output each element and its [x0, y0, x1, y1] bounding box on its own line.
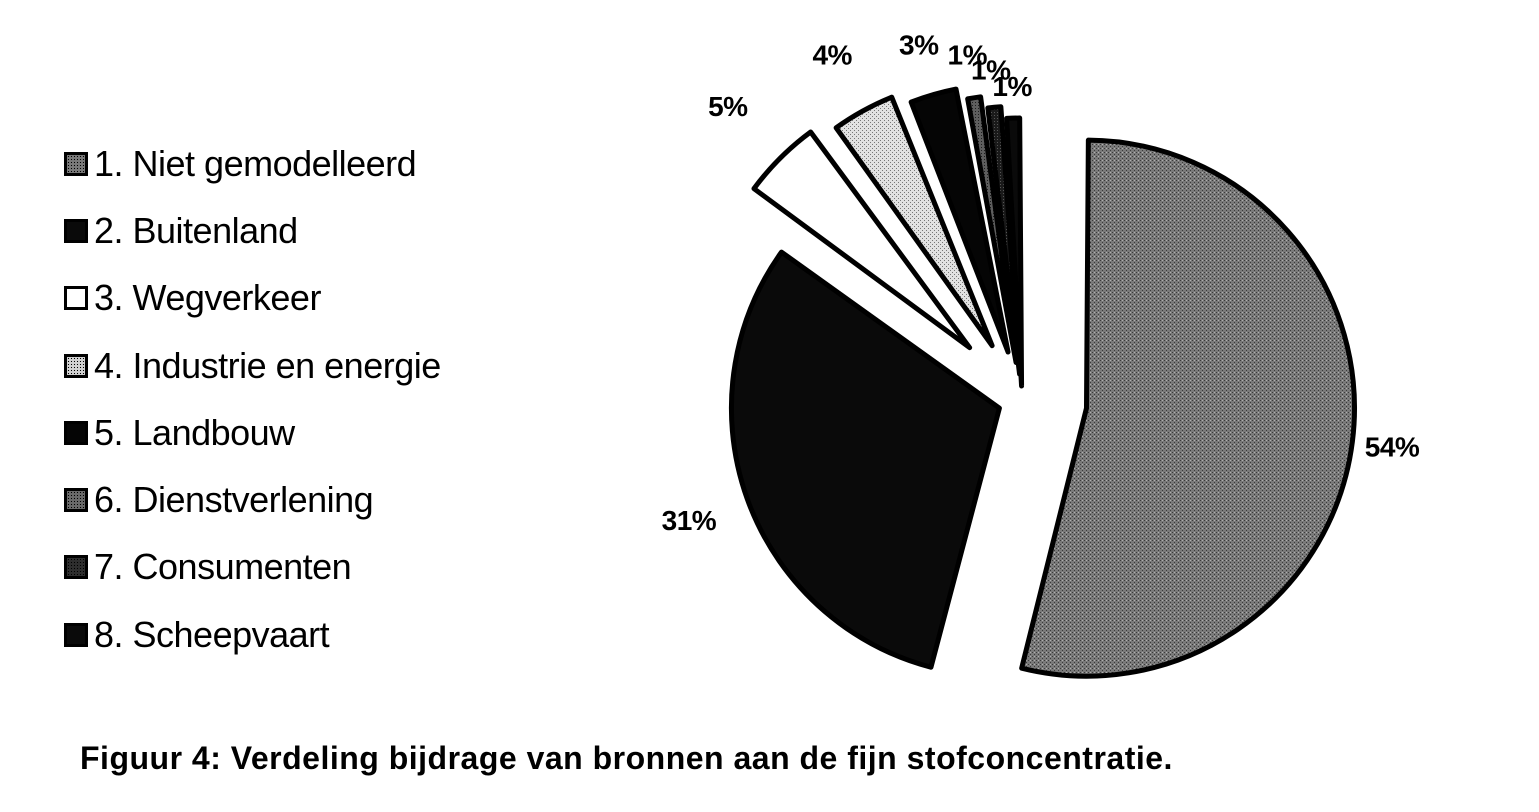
legend-label: 8. Scheepvaart	[94, 613, 330, 655]
legend-swatch	[64, 488, 88, 513]
pie-slice-2	[728, 249, 1002, 670]
legend: 1. Niet gemodelleerd 2. Buitenland 3. Wegv…	[64, 130, 441, 668]
slice-label-5: 3%	[899, 30, 939, 61]
slice-label-8: 1%	[992, 71, 1032, 102]
pie-slice-8	[1004, 115, 1025, 389]
legend-label: 7. Consumenten	[94, 546, 352, 588]
slice-label-1: 54%	[1365, 432, 1420, 463]
pie-slice-5	[908, 86, 1011, 355]
legend-item: 7. Consumenten	[64, 534, 441, 601]
legend-swatch	[64, 420, 88, 445]
legend-item: 5. Landbouw	[64, 399, 441, 466]
figure-caption: Figuur 4: Verdeling bijdrage van bronnen…	[80, 740, 1173, 776]
legend-item: 4. Industrie en energie	[64, 332, 441, 399]
legend-item: 8. Scheepvaart	[64, 601, 441, 668]
slice-label-2: 31%	[662, 505, 717, 536]
pie-slice-4	[833, 94, 995, 349]
pie-slice-3	[751, 129, 973, 351]
legend-swatch	[64, 555, 88, 580]
legend-item: 3. Wegverkeer	[64, 265, 441, 332]
pie-slice-1	[1019, 137, 1357, 679]
legend-swatch	[64, 218, 88, 243]
legend-item: 2. Buitenland	[64, 197, 441, 264]
legend-label: 3. Wegverkeer	[94, 277, 321, 319]
legend-label: 1. Niet gemodelleerd	[94, 142, 417, 184]
legend-swatch	[64, 151, 88, 176]
slice-label-7: 1%	[971, 54, 1011, 85]
legend-item: 1. Niet gemodelleerd	[64, 130, 441, 197]
legend-label: 4. Industrie en energie	[94, 344, 441, 386]
slice-label-3: 5%	[708, 91, 748, 122]
legend-label: 2. Buitenland	[94, 209, 298, 251]
pie-slice-6	[965, 94, 1019, 365]
legend-item: 6. Dienstverlening	[64, 466, 441, 533]
legend-swatch	[64, 286, 88, 311]
pie-slice-7	[985, 104, 1023, 377]
legend-label: 5. Landbouw	[94, 411, 295, 453]
legend-label: 6. Dienstverlening	[94, 479, 374, 521]
legend-swatch	[64, 353, 88, 378]
legend-swatch	[64, 622, 88, 647]
slice-label-4: 4%	[812, 40, 852, 71]
slice-label-6: 1%	[948, 39, 988, 70]
